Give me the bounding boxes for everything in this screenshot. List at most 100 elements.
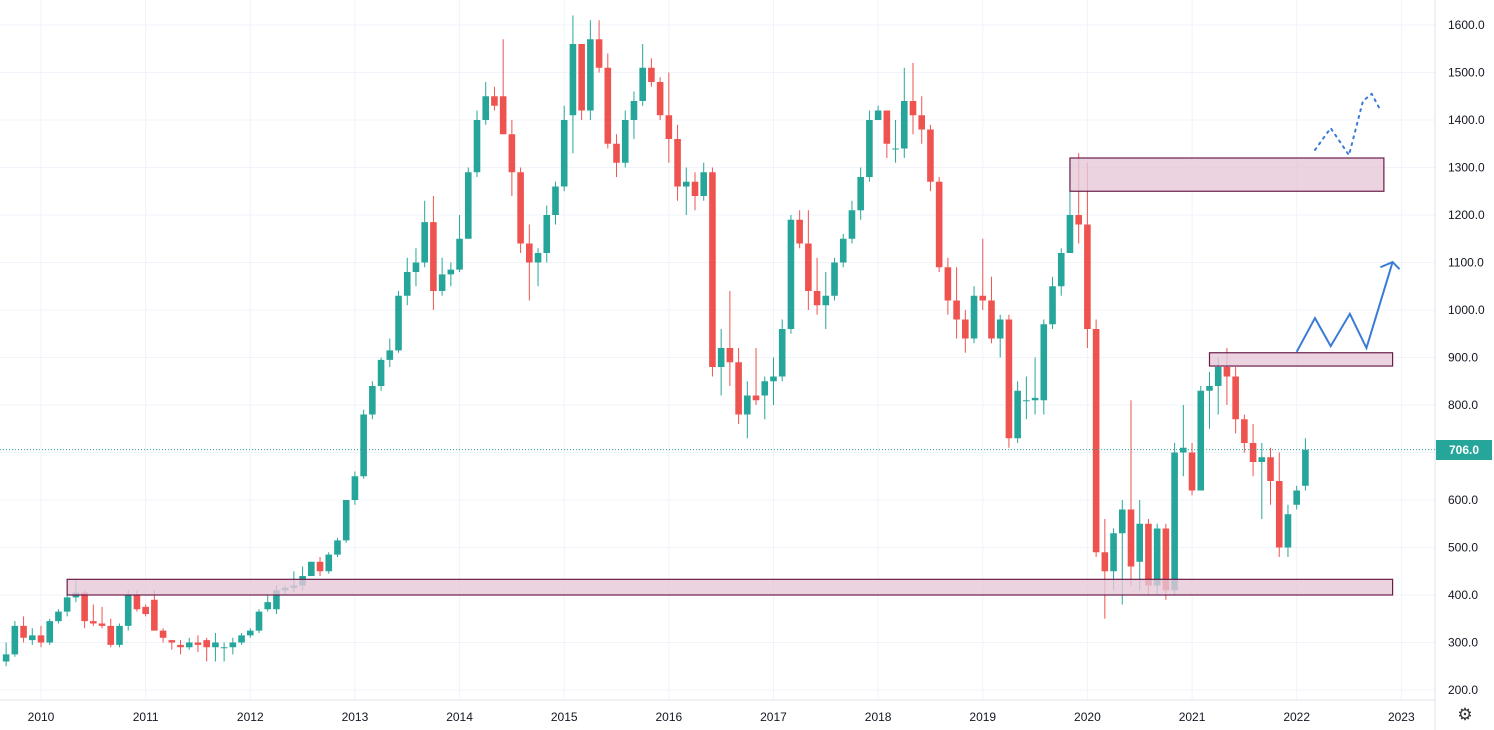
candle [1206,371,1213,429]
candle-body [473,120,481,173]
candle-body [1153,528,1161,586]
candle-body [1302,449,1309,486]
candle-body [665,115,673,139]
candle [709,167,716,377]
candle [342,500,350,543]
y-tick-label: 400.0 [1448,588,1478,602]
candle-body [526,243,533,263]
candle [604,53,612,149]
candle-body [1005,319,1013,439]
candle [473,110,481,177]
candle-body [1188,452,1196,491]
x-tick-label: 2022 [1283,710,1310,724]
x-tick-label: 2016 [655,710,682,724]
candle [98,606,106,629]
candle [752,348,760,405]
candle-body [1171,452,1178,591]
candle-body [246,630,254,636]
candle-body [1284,514,1292,548]
candle [935,177,943,272]
candle-body [988,300,995,339]
candle-body [630,101,638,120]
candle-body [595,39,603,68]
candle-body [1223,367,1231,377]
candle-body [883,110,891,144]
candle-body [316,561,324,572]
x-tick-label: 2019 [969,710,996,724]
candle [857,167,864,220]
candle [1284,504,1292,557]
candle [369,381,376,420]
candle [482,82,490,125]
candle-body [430,222,437,291]
candle-body [613,143,620,163]
candle [621,110,629,168]
candle-body [587,39,594,111]
candle-body [159,630,167,638]
x-tick-label: 2011 [133,710,159,724]
candle [220,642,228,662]
candle-body [185,642,193,648]
candle-body [1066,215,1074,253]
candle-body [360,414,367,477]
candle [866,110,873,182]
candle-body [1127,509,1135,567]
candle-body [55,611,62,622]
candle-body [839,238,847,263]
candle-body [778,329,786,377]
candle [491,86,498,111]
y-tick-label: 1100.0 [1448,256,1484,270]
candle-body [979,295,987,301]
candle-body [212,642,219,648]
candle-body [107,625,115,645]
x-tick-label: 2017 [760,710,787,724]
candle-body [133,595,141,610]
candle [552,181,559,225]
candle-body [752,395,760,401]
candle-body [1162,528,1170,591]
candle [360,409,367,479]
candle-body [1092,329,1100,553]
candle-body [744,395,751,415]
candle-body [499,96,507,135]
candle-body [1275,481,1283,548]
gear-icon[interactable]: ⚙ [1457,705,1473,724]
candle-body [116,625,123,645]
y-tick-label: 600.0 [1448,493,1478,507]
candle [386,338,394,367]
candle [717,329,725,396]
y-tick-label: 200.0 [1448,683,1478,697]
x-tick-label: 2020 [1074,710,1101,724]
candle [560,105,568,192]
candle [735,348,742,424]
candle [918,96,926,144]
candle [1023,376,1030,420]
candle-body [1118,509,1126,534]
candle-body [482,96,490,120]
x-tick-label: 2023 [1388,710,1415,724]
candle-body [1214,367,1222,386]
candle [456,215,463,272]
candle-body [918,115,926,130]
candle [229,637,237,655]
candle [246,628,254,638]
candle [168,640,176,650]
candle-body [1206,386,1213,391]
candle [1040,319,1048,415]
candle [1136,500,1144,591]
candle [1084,162,1091,348]
y-tick-label: 500.0 [1448,541,1478,555]
support-zone [66,578,1394,596]
y-tick-label: 1400.0 [1448,113,1485,127]
candle-body [909,101,917,116]
candle [1014,381,1021,443]
candle-body [805,243,812,291]
candle [927,124,934,192]
candle [1293,485,1300,510]
candle-body [220,647,228,649]
candle-body [700,172,708,196]
candle-body [1145,523,1152,586]
candle [403,257,411,306]
candle [107,618,115,648]
